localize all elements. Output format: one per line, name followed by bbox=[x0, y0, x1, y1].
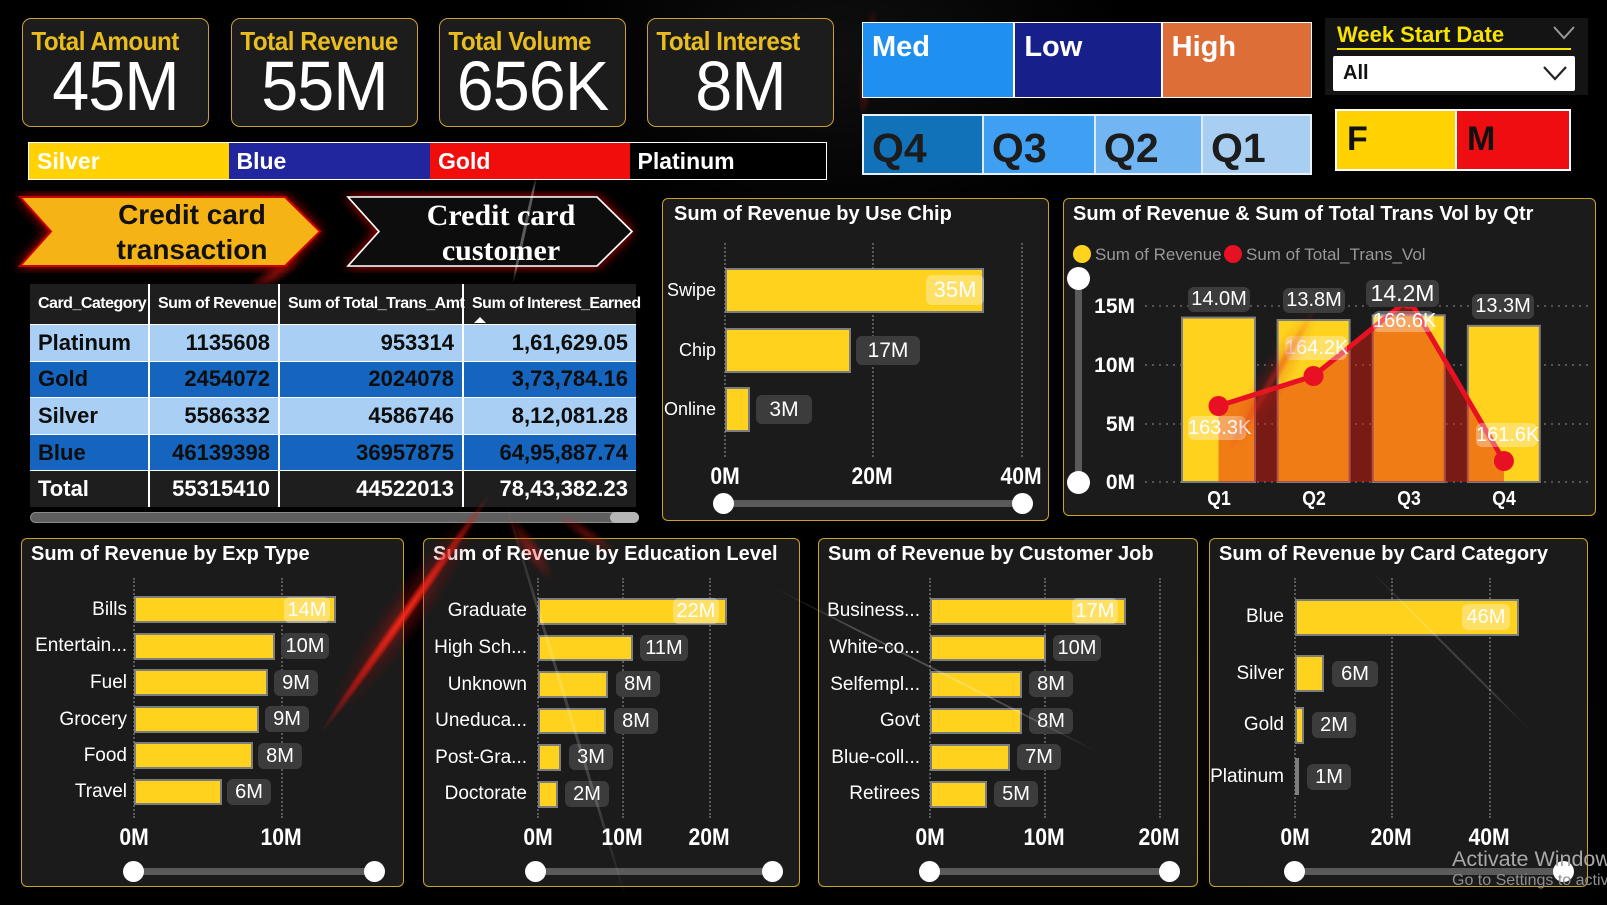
svg-text:Credit card: Credit card bbox=[427, 199, 576, 232]
svg-text:transaction: transaction bbox=[117, 234, 268, 265]
svg-text:Credit card: Credit card bbox=[118, 199, 266, 230]
svg-text:customer: customer bbox=[442, 234, 560, 267]
